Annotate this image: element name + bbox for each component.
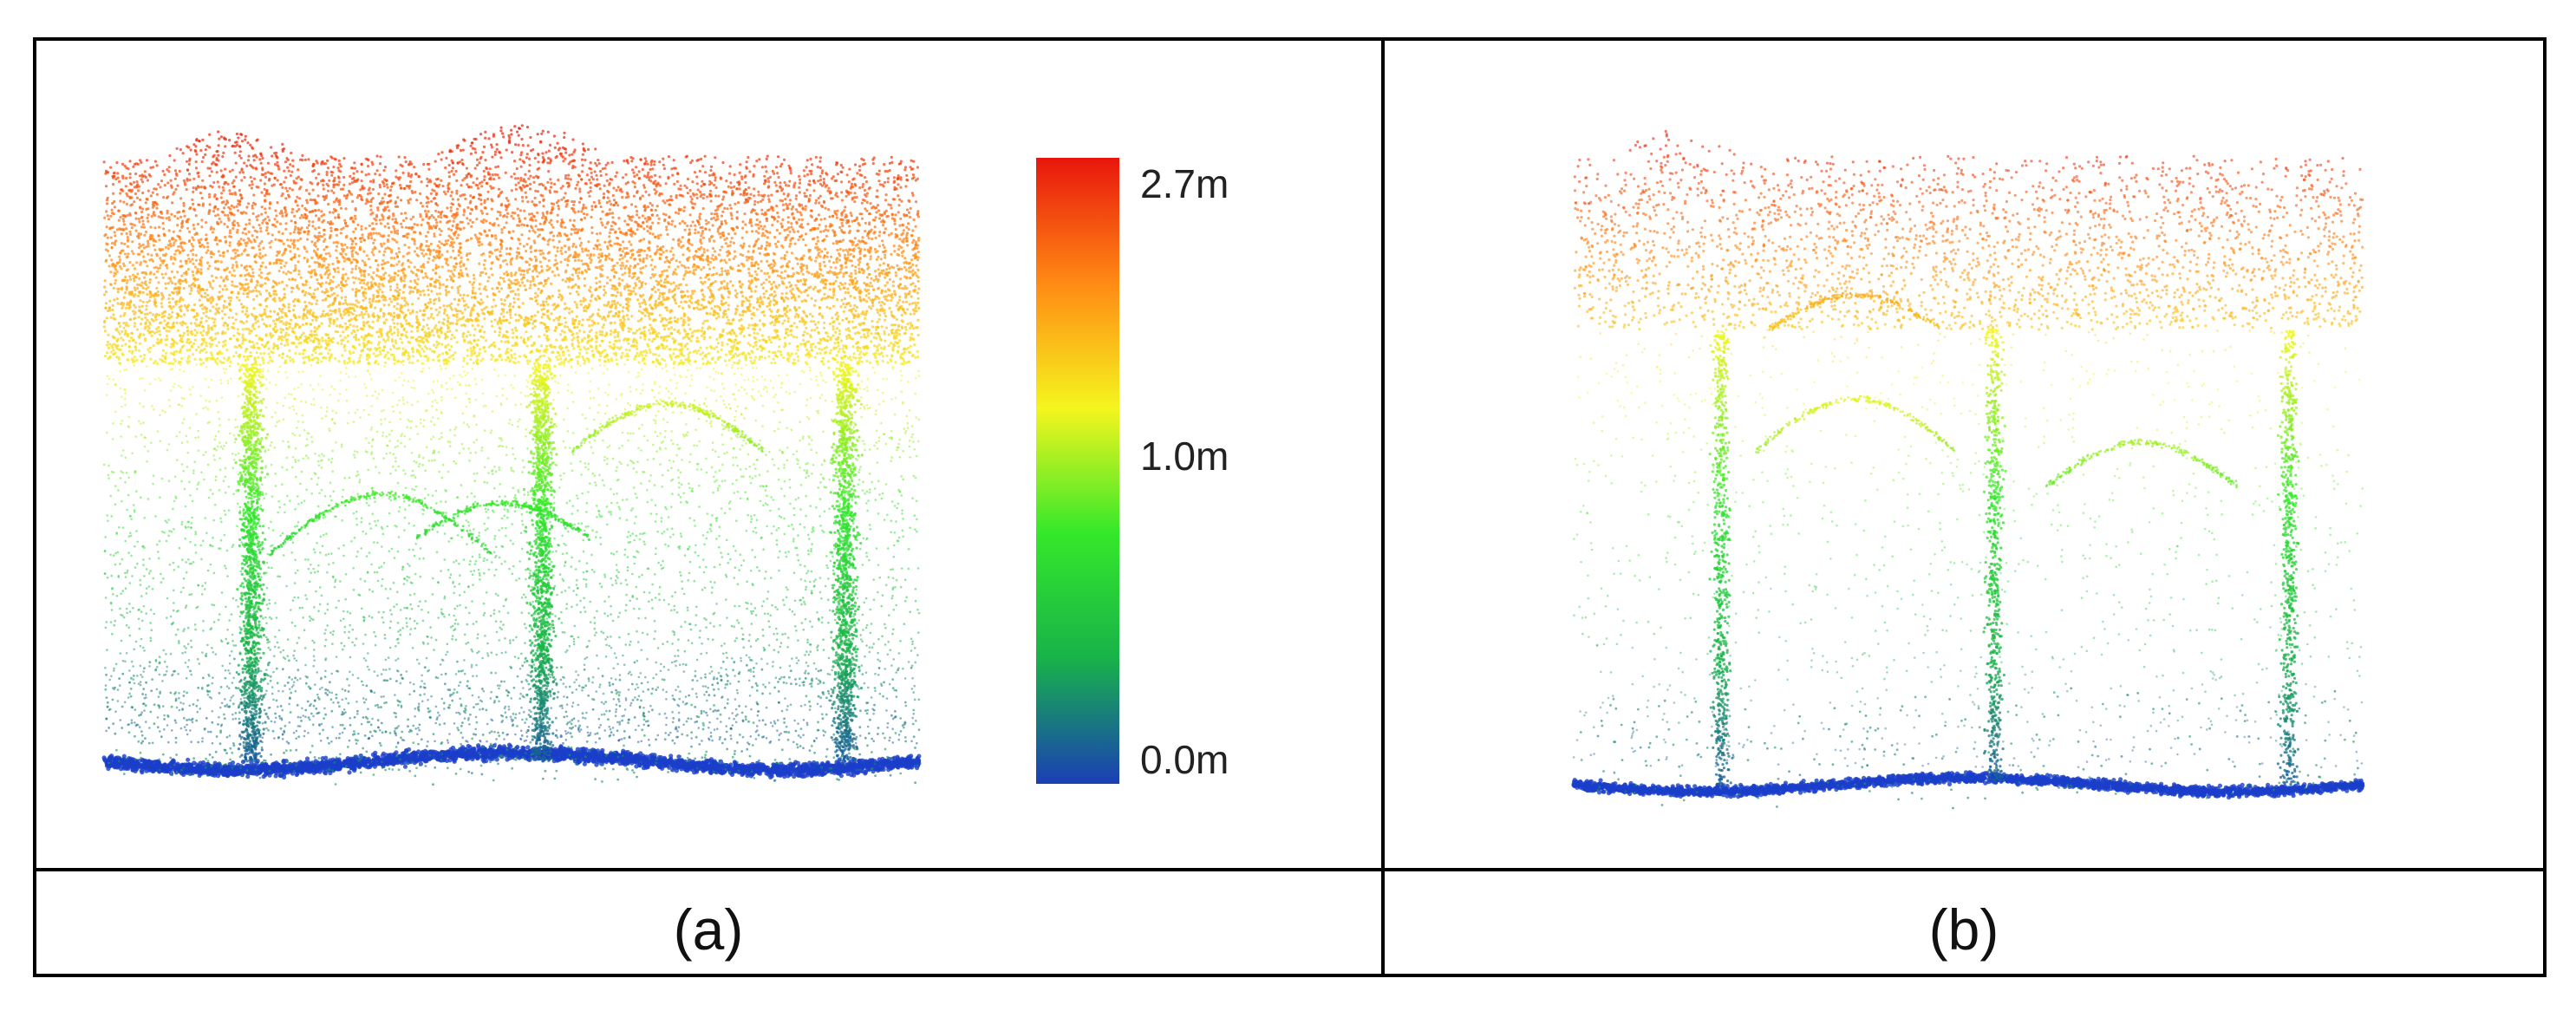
caption-a: (a): [674, 897, 744, 962]
colorbar-label-top: 2.7m: [1140, 161, 1229, 206]
caption-b: (b): [1929, 897, 1999, 962]
colorbar-label-mid: 1.0m: [1140, 434, 1229, 479]
point-cloud-a: [101, 124, 922, 786]
point-cloud-b: [1571, 129, 2365, 810]
colorbar-label-bottom: 0.0m: [1140, 737, 1229, 782]
colorbar: [1036, 158, 1119, 784]
figure-border: [33, 37, 2547, 977]
